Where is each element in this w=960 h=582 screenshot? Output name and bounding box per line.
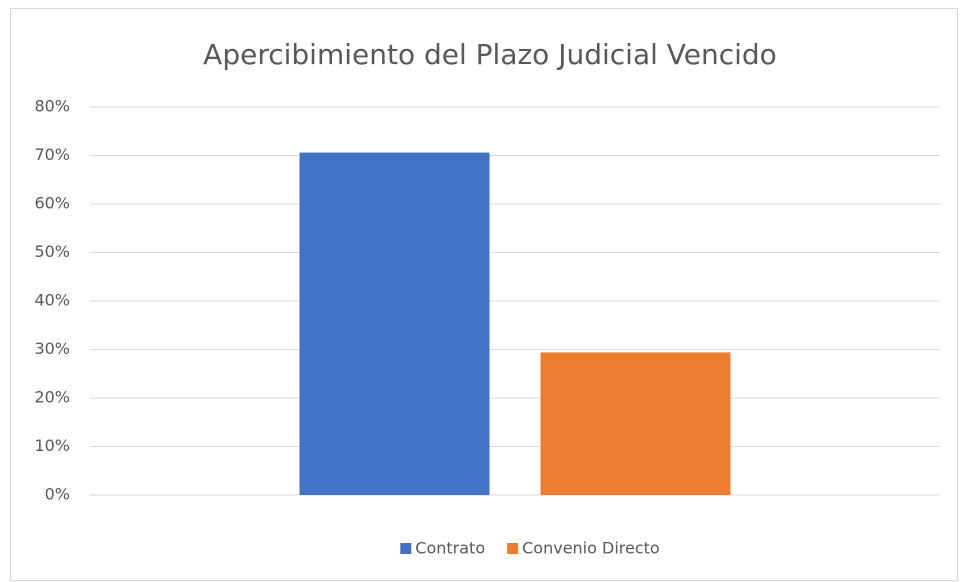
y-tick-label: 0% bbox=[45, 485, 70, 504]
legend-label: Convenio Directo bbox=[522, 539, 660, 558]
legend-swatch bbox=[400, 543, 412, 554]
legend-label: Contrato bbox=[415, 539, 485, 558]
y-tick-label: 20% bbox=[34, 388, 70, 407]
bar bbox=[540, 352, 731, 495]
bar bbox=[299, 152, 490, 495]
y-tick-label: 30% bbox=[34, 339, 70, 358]
y-tick-label: 80% bbox=[34, 97, 70, 116]
y-tick-label: 50% bbox=[34, 242, 70, 261]
y-tick-label: 70% bbox=[34, 145, 70, 164]
chart-title: Apercibimiento del Plazo Judicial Vencid… bbox=[203, 38, 777, 71]
y-tick-label: 60% bbox=[34, 194, 70, 213]
legend-swatch bbox=[507, 543, 519, 554]
y-tick-label: 10% bbox=[34, 436, 70, 455]
y-tick-label: 40% bbox=[34, 291, 70, 310]
